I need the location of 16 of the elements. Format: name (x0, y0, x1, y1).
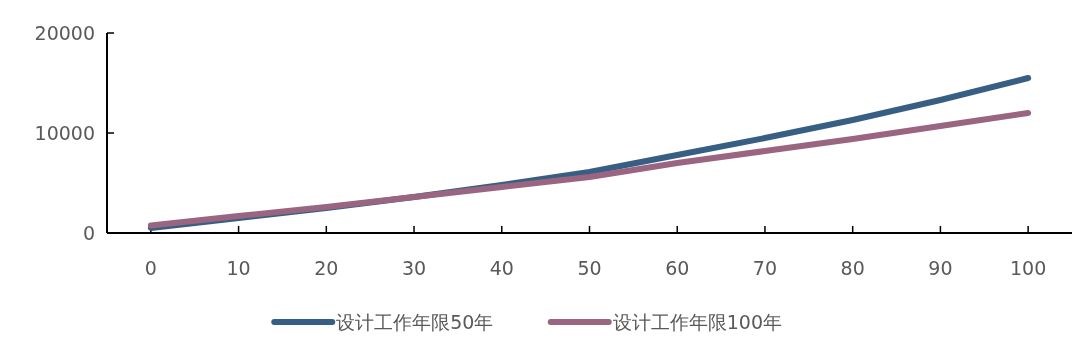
x-tick-label: 30 (401, 257, 427, 279)
x-tick-label: 20 (314, 257, 339, 279)
x-tick-label: 0 (144, 257, 157, 279)
x-tick-label: 10 (226, 257, 251, 279)
legend-label: 设计工作年限50年 (336, 311, 494, 333)
y-tick-label: 10000 (34, 122, 95, 144)
x-tick-label: 70 (752, 257, 778, 279)
y-tick-label: 20000 (34, 22, 95, 44)
x-tick-label: 60 (665, 257, 690, 279)
x-tick-label: 90 (928, 257, 953, 279)
x-tick-label: 40 (489, 257, 514, 279)
x-tick-label: 100 (1010, 257, 1047, 279)
legend-label: 设计工作年限100年 (612, 311, 783, 333)
x-tick-label: 50 (577, 257, 602, 279)
x-tick-label: 80 (840, 257, 865, 279)
y-tick-label: 0 (82, 222, 95, 244)
